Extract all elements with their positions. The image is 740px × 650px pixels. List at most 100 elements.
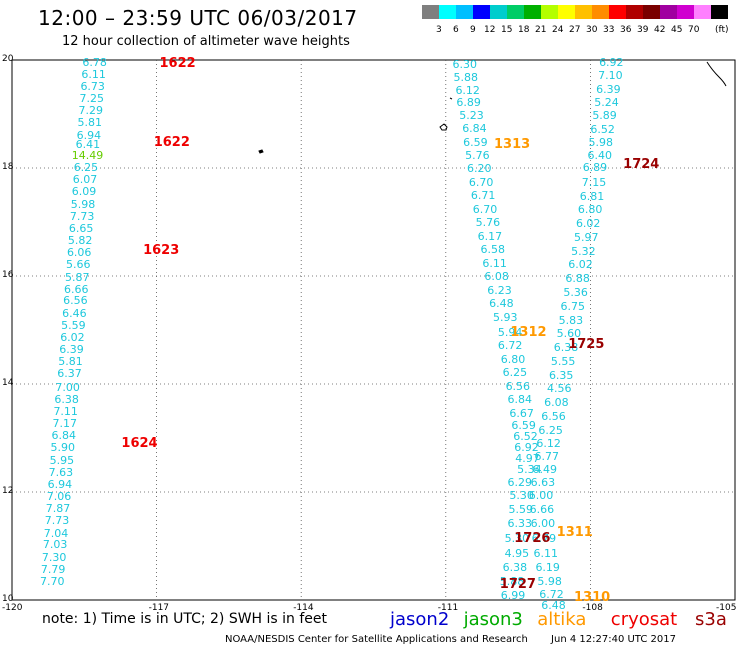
wave-height-label: 5.30 [509,489,534,503]
wave-height-label: 6.65 [68,222,94,236]
coastline [258,61,727,154]
wave-height-label: 5.83 [558,313,584,327]
wave-height-label: 6.00 [530,517,556,531]
wave-height-label: 7.10 [598,69,623,83]
wave-height-label: 5.98 [588,136,613,150]
wave-height-label: 6.59 [511,419,536,433]
color-scale-swatch [490,5,507,19]
pass-number-label: 1727 [499,576,536,592]
wave-height-label: 7.03 [42,538,68,552]
y-tick-label: 18 [2,162,14,172]
wave-height-label: 5.98 [537,574,562,588]
color-scale-label: 45 [671,25,683,35]
wave-height-label: 6.48 [489,297,514,311]
wave-height-label: 6.33 [507,517,532,531]
wave-height-label: 6.11 [81,68,106,82]
wave-height-label: 5.82 [67,233,93,247]
wave-height-label: 5.90 [50,441,76,455]
wave-height-label: 6.71 [470,189,496,203]
wave-height-label: 5.95 [49,453,75,467]
wave-height-label: 6.70 [468,175,494,189]
wave-height-label: 6.99 [500,588,526,602]
pass-number-label: 1312 [510,324,547,340]
wave-height-label: 4.95 [504,546,530,560]
wave-height-label: 7.63 [48,465,74,479]
wave-height-label: 6.49 [532,463,558,477]
wave-height-label: 6.02 [568,258,593,272]
legend-jason2: jason2 [390,609,450,630]
color-scale-label: 33 [603,25,615,35]
wave-height-label: 6.66 [64,282,89,296]
wave-height-label: 6.94 [76,128,102,142]
legend-jason3: jason3 [463,609,523,630]
wave-height-label: 6.25 [73,161,99,174]
wave-height-label: 5.88 [499,574,525,588]
wave-height-label: 6.75 [560,299,586,313]
wave-height-label: 6.30 [452,58,478,72]
note-text: note: 1) Time is in UTC; 2) SWH is in fe… [42,611,328,627]
wave-height-label: 6.70 [472,202,498,216]
wave-height-label: 7.17 [52,416,77,430]
wave-height-label: 5.89 [592,109,617,123]
wave-height-label: 6.78 [82,55,107,69]
color-scale-label: 27 [569,25,581,35]
color-scale-swatch [456,5,473,19]
pass-number-label: 1311 [556,525,593,541]
wave-height-label: 5.30 [504,531,530,545]
color-scale-swatch [626,5,643,19]
y-tick-label: 20 [2,54,14,64]
wave-height-label: 6.37 [57,367,82,381]
wave-height-label: 7.06 [46,489,72,503]
wave-height-label: 7.73 [69,209,95,223]
wave-height-label: 5.93 [493,310,518,324]
x-tick-label: -117 [148,603,170,613]
y-tick-label: 14 [2,378,14,388]
page-subtitle: 12 hour collection of altimeter wave hei… [62,34,350,49]
wave-height-label: 6.67 [509,406,534,420]
pass-number-label: 1624 [121,436,158,452]
footer-timestamp: Jun 4 12:27:40 UTC 2017 [551,634,676,645]
wave-height-label: 5.34 [517,463,542,477]
color-scale-label: 36 [620,25,632,35]
pass-number-label: 1726 [514,530,551,546]
wave-height-label: 4.97 [515,451,540,465]
color-scale-label: 70 [688,25,700,35]
color-scale-swatch [609,5,626,19]
wave-height-label: 6.29 [507,476,532,490]
color-scale-swatch [439,5,456,19]
wave-height-label: 5.97 [574,230,599,244]
legend-s3a: s3a [695,609,727,630]
wave-height-label: 6.63 [530,476,556,490]
wave-height-label: 6.25 [502,366,528,380]
color-scale-label: 21 [535,25,547,35]
x-tick-label: -111 [437,603,459,613]
wave-height-label: 6.40 [587,149,613,163]
color-scale-swatch [473,5,490,19]
wave-height-label: 6.02 [575,217,601,231]
wave-height-label: 5.24 [594,96,619,110]
footer-source: NOAA/NESDIS Center for Satellite Applica… [225,634,528,645]
wave-height-label: 5.81 [77,116,103,130]
wave-height-label: 6.41 [75,137,101,151]
wave-height-label: 6.81 [579,189,605,203]
wave-height-label: 6.38 [502,560,528,574]
wave-height-label: 7.87 [45,502,71,516]
pass-number-label: 1724 [623,156,660,172]
wave-height-label: 7.29 [78,104,104,118]
wave-height-label: 6.89 [456,96,481,110]
color-scale-label: 6 [453,25,459,35]
pass-number-label: 1313 [494,137,531,153]
wave-height-label: 5.59 [508,503,533,517]
footer: NOAA/NESDIS Center for Satellite Applica… [225,634,676,645]
color-scale-swatch [575,5,592,19]
wave-height-label: 6.56 [505,379,531,393]
wave-height-label: 7.04 [43,526,69,540]
wave-height-label: 6.20 [467,162,492,176]
wave-height-label: 5.87 [65,270,90,284]
wave-height-label: 6.17 [477,229,503,243]
island-shape [258,149,264,154]
wave-height-label: 5.36 [563,286,588,300]
pass-number-label: 1623 [143,243,180,259]
wave-height-label: 5.23 [459,109,484,123]
wave-height-label: 14.49 [71,149,104,163]
